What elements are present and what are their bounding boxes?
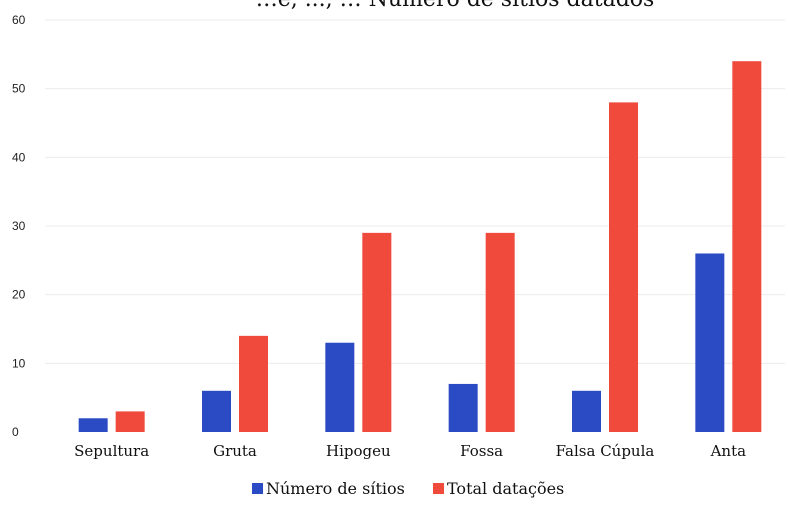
bar-total-datacoes-1 <box>239 335 268 432</box>
y-tick-label: 50 <box>12 82 26 96</box>
bar-total-datacoes-0 <box>115 411 145 432</box>
legend-swatch <box>252 483 263 494</box>
category-label: Fossa <box>460 442 503 460</box>
bar-numero-sitios-0 <box>78 418 108 432</box>
bar-numero-sitios-4 <box>572 390 601 432</box>
gridlines <box>45 19 785 364</box>
y-axis-tick-labels: 0 10 20 30 40 50 60 <box>12 13 26 439</box>
bar-numero-sitios-1 <box>202 390 231 432</box>
legend: Número de sítios Total datações <box>252 479 564 498</box>
category-label: Gruta <box>213 442 257 460</box>
bar-total-datacoes-4 <box>609 102 638 433</box>
bar-numero-sitios-5 <box>695 253 725 432</box>
bar-total-datacoes-3 <box>485 232 515 432</box>
legend-label: Total datações <box>447 479 564 498</box>
bar-numero-sitios-2 <box>325 342 355 432</box>
category-label: Sepultura <box>74 442 149 460</box>
category-label: Hipogeu <box>326 442 391 460</box>
chart-title: …e, ..., … Número de sítios datados <box>256 0 655 12</box>
bar-total-datacoes-5 <box>732 61 762 432</box>
legend-swatch <box>433 483 444 494</box>
category-label: Falsa Cúpula <box>556 442 655 460</box>
bar-numero-sitios-3 <box>448 383 478 432</box>
y-tick-label: 30 <box>12 219 26 233</box>
category-label: Anta <box>710 442 747 460</box>
y-tick-label: 10 <box>12 356 26 370</box>
y-tick-label: 0 <box>12 425 19 439</box>
bar-total-datacoes-2 <box>362 232 392 432</box>
category-labels: Sepultura Gruta Hipogeu Fossa Falsa Cúpula An… <box>74 442 746 460</box>
y-tick-label: 40 <box>12 150 26 164</box>
legend-label: Número de sítios <box>266 479 405 498</box>
y-tick-label: 20 <box>12 288 26 302</box>
bars <box>78 61 762 433</box>
y-tick-label: 60 <box>12 13 26 27</box>
